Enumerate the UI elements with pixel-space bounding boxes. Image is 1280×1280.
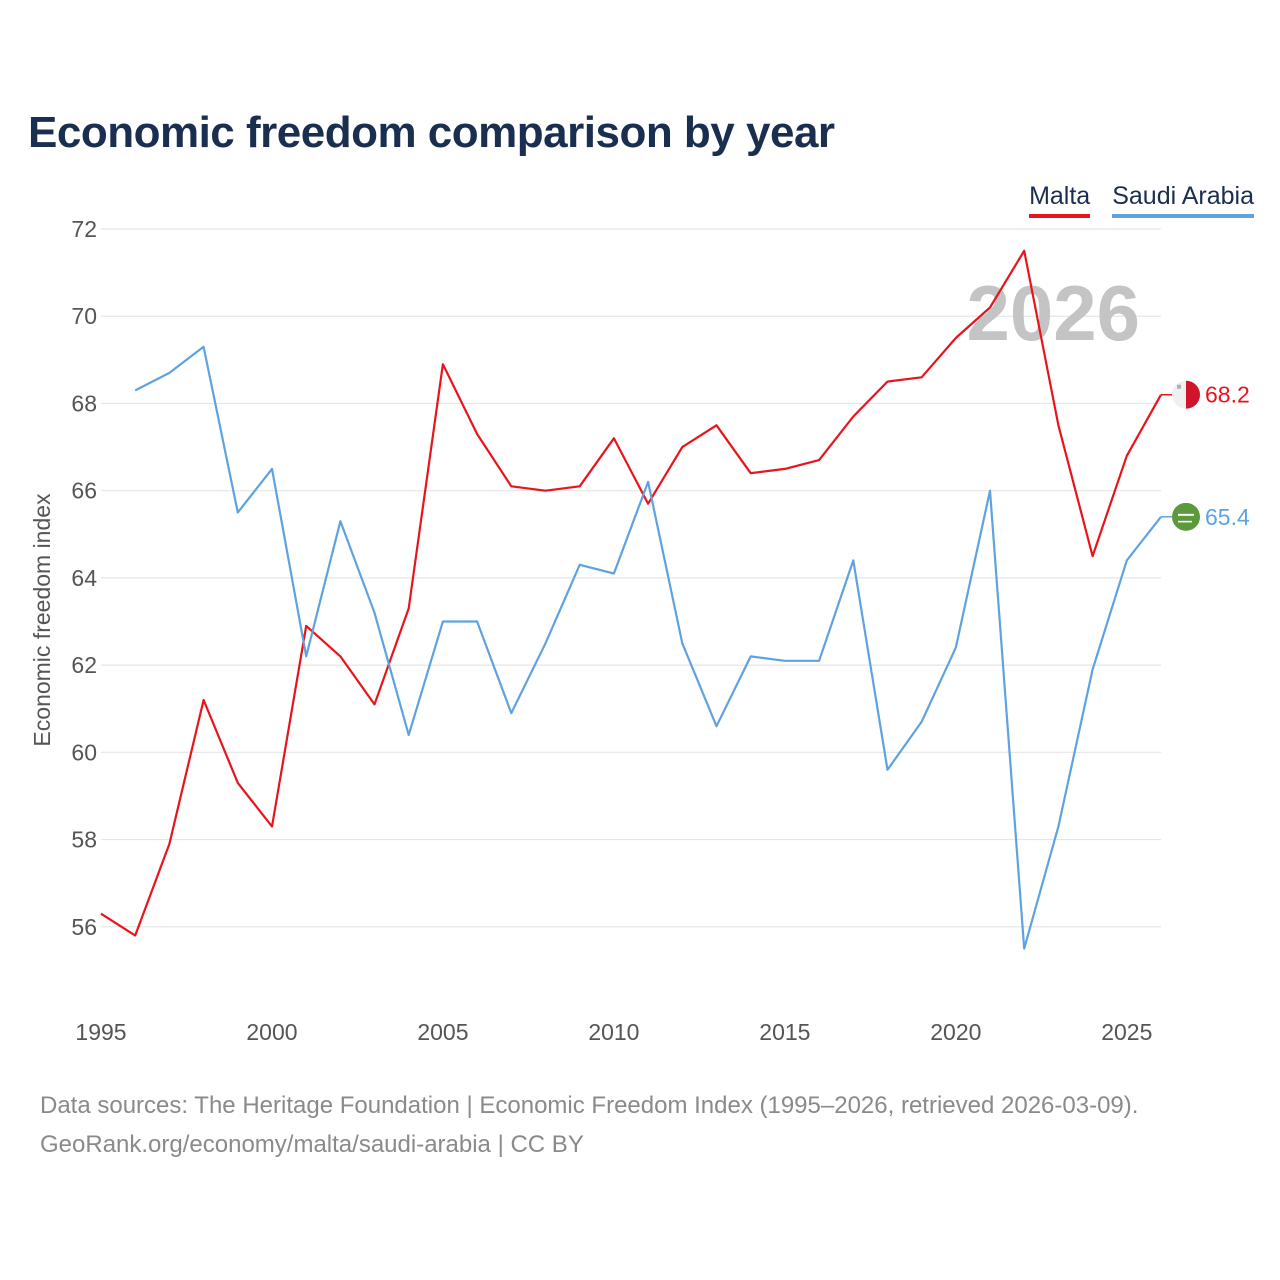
x-tick-label-1995: 1995 xyxy=(75,1019,126,1045)
series-line-malta[interactable] xyxy=(100,249,1162,937)
saudi-flag-icon xyxy=(1172,502,1200,531)
legend-item-saudi-arabia[interactable]: Saudi Arabia xyxy=(1112,182,1254,218)
series-lines xyxy=(100,249,1162,950)
series-end-labels: 68.2 65.4 xyxy=(1161,380,1250,531)
chart-footer: Data sources: The Heritage Foundation | … xyxy=(40,1086,1138,1164)
chart-legend: Malta Saudi Arabia xyxy=(1029,182,1254,218)
attribution-text: GeoRank.org/economy/malta/saudi-arabia |… xyxy=(40,1131,584,1158)
series-line-saudi-arabia[interactable] xyxy=(134,345,1162,950)
y-tick-label-58: 58 xyxy=(71,827,97,853)
y-tick-label-56: 56 xyxy=(71,914,97,940)
x-tick-label-2015: 2015 xyxy=(759,1019,810,1045)
y-axis: 56 58 60 62 64 66 68 70 72 xyxy=(71,216,97,940)
y-tick-label-72: 72 xyxy=(71,216,97,242)
y-tick-label-64: 64 xyxy=(71,565,97,591)
malta-flag-icon xyxy=(1172,380,1200,409)
legend-item-malta[interactable]: Malta xyxy=(1029,182,1091,218)
y-tick-label-70: 70 xyxy=(71,303,97,329)
y-tick-label-62: 62 xyxy=(71,652,97,678)
line-chart: 2026 56 58 60 62 64 66 68 70 72 1995 2000 2005 2010… xyxy=(29,216,1250,1045)
y-tick-label-66: 66 xyxy=(71,478,97,504)
x-tick-label-2005: 2005 xyxy=(417,1019,468,1045)
y-tick-label-60: 60 xyxy=(71,739,97,765)
y-tick-label-68: 68 xyxy=(71,390,97,416)
x-axis: 1995 2000 2005 2010 2015 2020 2025 xyxy=(75,1019,1152,1045)
x-tick-label-2010: 2010 xyxy=(588,1019,639,1045)
year-watermark: 2026 xyxy=(966,269,1140,357)
x-tick-label-2000: 2000 xyxy=(246,1019,297,1045)
chart-title: Economic freedom comparison by year xyxy=(28,108,835,157)
end-label-saudi-arabia: 65.4 xyxy=(1205,504,1250,530)
x-tick-label-2025: 2025 xyxy=(1101,1019,1152,1045)
y-axis-title: Economic freedom index xyxy=(29,493,55,747)
end-label-malta: 68.2 xyxy=(1205,382,1250,408)
gridlines xyxy=(101,228,1161,928)
x-tick-label-2020: 2020 xyxy=(930,1019,981,1045)
data-source-text: Data sources: The Heritage Foundation | … xyxy=(40,1092,1139,1119)
